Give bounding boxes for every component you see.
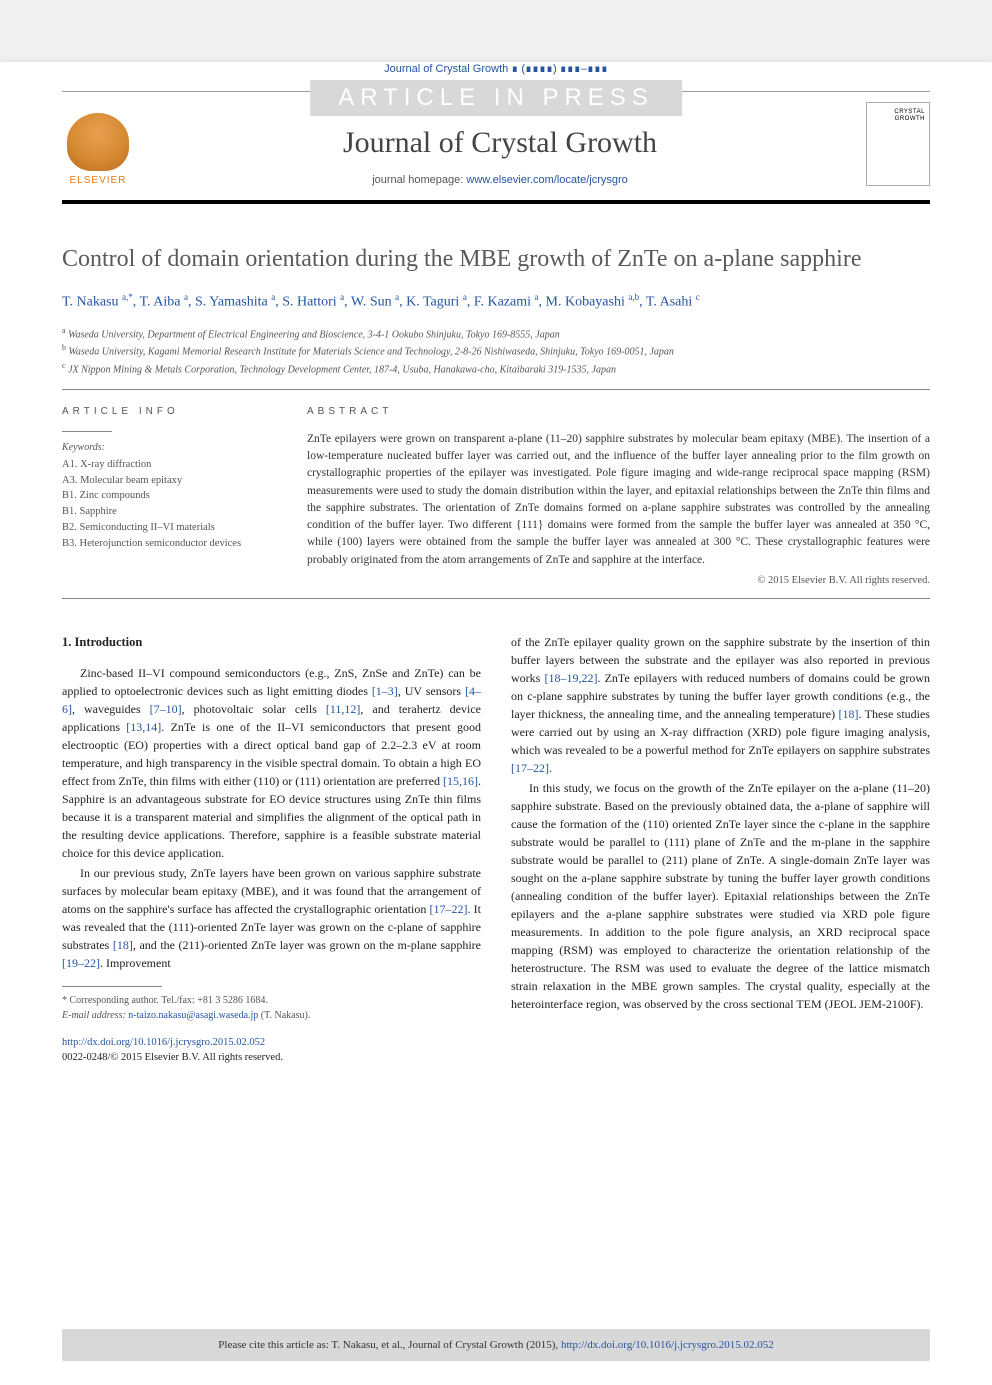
- article-info-label: ARTICLE INFO: [62, 406, 277, 417]
- intro-para-3: of the ZnTe epilayer quality grown on th…: [511, 633, 930, 777]
- section-1-heading: 1. Introduction: [62, 633, 481, 652]
- affiliation-line: a Waseda University, Department of Elect…: [62, 325, 930, 342]
- corr-email-link[interactable]: n-taizo.nakasu@asagi.waseda.jp: [128, 1010, 258, 1021]
- intro-para-2: In our previous study, ZnTe layers have …: [62, 864, 481, 972]
- abstract-column: ABSTRACT ZnTe epilayers were grown on tr…: [307, 406, 930, 586]
- cover-label-1: CRYSTAL: [871, 109, 925, 116]
- abstract-label: ABSTRACT: [307, 406, 930, 417]
- ref-7-10[interactable]: [7–10]: [150, 702, 182, 716]
- elsevier-logo: ELSEVIER: [62, 102, 134, 186]
- elsevier-tree-icon: [67, 113, 129, 171]
- ref-1-3[interactable]: [1–3]: [372, 684, 398, 698]
- ref-15-16[interactable]: [15,16]: [443, 774, 478, 788]
- ref-18[interactable]: [18]: [113, 938, 133, 952]
- author-list: T. Nakasu a,*, T. Aiba a, S. Yamashita a…: [62, 291, 930, 313]
- issn-copyright: 0022-0248/© 2015 Elsevier B.V. All right…: [62, 1052, 283, 1063]
- keyword-item: B3. Heterojunction semiconductor devices: [62, 536, 277, 552]
- body-two-column: 1. Introduction Zinc-based II–VI compoun…: [62, 633, 930, 1066]
- ref-19-22[interactable]: [19–22]: [62, 956, 100, 970]
- journal-homepage-link[interactable]: www.elsevier.com/locate/jcrysgro: [466, 174, 627, 186]
- keywords-label: Keywords:: [62, 442, 277, 453]
- corr-author-line: * Corresponding author. Tel./fax: +81 3 …: [62, 993, 481, 1008]
- footnote-divider: [62, 986, 162, 987]
- divider-top: [62, 389, 930, 390]
- ref-17-22b[interactable]: [17–22]: [511, 761, 549, 775]
- journal-homepage-line: journal homepage: www.elsevier.com/locat…: [134, 174, 866, 186]
- cite-footer-prefix: Please cite this article as: T. Nakasu, …: [218, 1339, 561, 1351]
- affiliation-line: c JX Nippon Mining & Metals Corporation,…: [62, 360, 930, 377]
- doi-block: http://dx.doi.org/10.1016/j.jcrysgro.201…: [62, 1035, 481, 1067]
- right-column: of the ZnTe epilayer quality grown on th…: [511, 633, 930, 1066]
- journal-cover-thumbnail: CRYSTAL GROWTH: [866, 102, 930, 186]
- article-in-press-watermark: ARTICLE IN PRESS: [310, 80, 682, 116]
- corresponding-author-footnote: * Corresponding author. Tel./fax: +81 3 …: [62, 993, 481, 1023]
- email-line: E-mail address: n-taizo.nakasu@asagi.was…: [62, 1008, 481, 1023]
- ref-18-19-22[interactable]: [18–19,22]: [544, 671, 597, 685]
- ref-11-12[interactable]: [11,12]: [326, 702, 361, 716]
- keyword-item: B2. Semiconducting II–VI materials: [62, 520, 277, 536]
- keywords-list: A1. X-ray diffractionA3. Molecular beam …: [62, 457, 277, 552]
- intro-para-4: In this study, we focus on the growth of…: [511, 779, 930, 1013]
- ref-18b[interactable]: [18]: [838, 707, 858, 721]
- ref-13-14[interactable]: [13,14]: [126, 720, 161, 734]
- cite-footer-banner: Please cite this article as: T. Nakasu, …: [62, 1329, 930, 1361]
- affiliations: a Waseda University, Department of Elect…: [62, 325, 930, 377]
- homepage-prefix: journal homepage:: [372, 174, 466, 186]
- divider-bottom: [62, 598, 930, 599]
- keyword-item: A3. Molecular beam epitaxy: [62, 473, 277, 489]
- running-head-citation: Journal of Crystal Growth ∎ (∎∎∎∎) ∎∎∎–∎…: [0, 62, 992, 75]
- ref-17-22[interactable]: [17–22]: [429, 902, 467, 916]
- cite-footer-link[interactable]: http://dx.doi.org/10.1016/j.jcrysgro.201…: [561, 1339, 774, 1351]
- cover-label-2: GROWTH: [871, 116, 925, 123]
- journal-name: Journal of Crystal Growth: [134, 126, 866, 160]
- left-column: 1. Introduction Zinc-based II–VI compoun…: [62, 633, 481, 1066]
- keyword-item: B1. Zinc compounds: [62, 488, 277, 504]
- keyword-item: B1. Sapphire: [62, 504, 277, 520]
- keyword-item: A1. X-ray diffraction: [62, 457, 277, 473]
- elsevier-wordmark: ELSEVIER: [70, 175, 127, 186]
- affiliation-line: b Waseda University, Kagami Memorial Res…: [62, 342, 930, 359]
- abstract-text: ZnTe epilayers were grown on transparent…: [307, 431, 930, 569]
- abstract-copyright: © 2015 Elsevier B.V. All rights reserved…: [307, 575, 930, 586]
- intro-para-1: Zinc-based II–VI compound semiconductors…: [62, 664, 481, 862]
- doi-link[interactable]: http://dx.doi.org/10.1016/j.jcrysgro.201…: [62, 1037, 265, 1048]
- article-title: Control of domain orientation during the…: [62, 244, 930, 275]
- info-divider: [62, 431, 112, 432]
- article-info-column: ARTICLE INFO Keywords: A1. X-ray diffrac…: [62, 406, 277, 586]
